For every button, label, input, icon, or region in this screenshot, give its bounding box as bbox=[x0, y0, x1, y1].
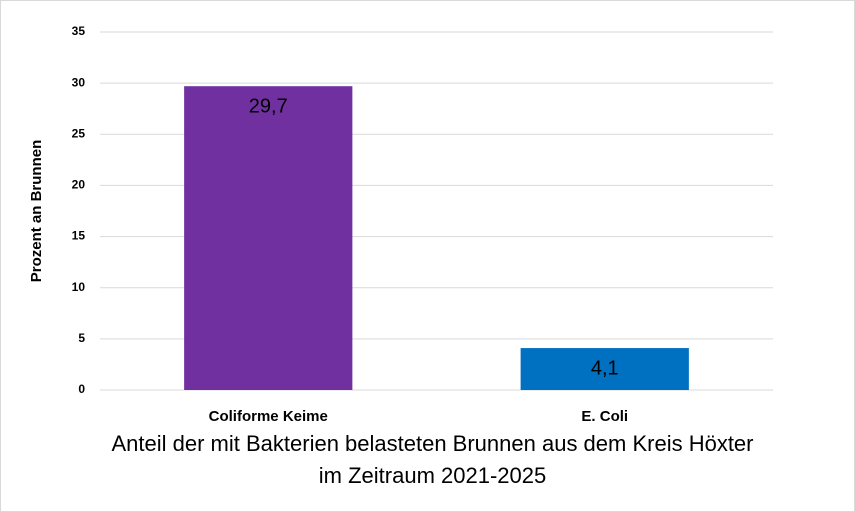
data-label: 29,7 bbox=[249, 95, 288, 117]
bar bbox=[184, 86, 353, 390]
y-tick-label: 35 bbox=[72, 24, 86, 38]
chart-title: Anteil der mit Bakterien belasteten Brun… bbox=[111, 431, 754, 488]
x-tick-label: Coliforme Keime bbox=[209, 408, 328, 425]
y-tick-label: 30 bbox=[72, 75, 86, 89]
y-tick-label: 0 bbox=[78, 382, 85, 396]
x-tick-label: E. Coli bbox=[581, 408, 628, 425]
y-tick-label: 5 bbox=[78, 331, 85, 345]
y-tick-label: 25 bbox=[72, 126, 86, 140]
bar bbox=[520, 348, 689, 390]
data-label: 4,1 bbox=[591, 357, 619, 379]
y-tick-label: 20 bbox=[72, 178, 86, 192]
y-tick-label: 15 bbox=[72, 229, 86, 243]
y-tick-label: 10 bbox=[72, 280, 86, 294]
y-axis-label: Prozent an Brunnen bbox=[28, 140, 45, 283]
